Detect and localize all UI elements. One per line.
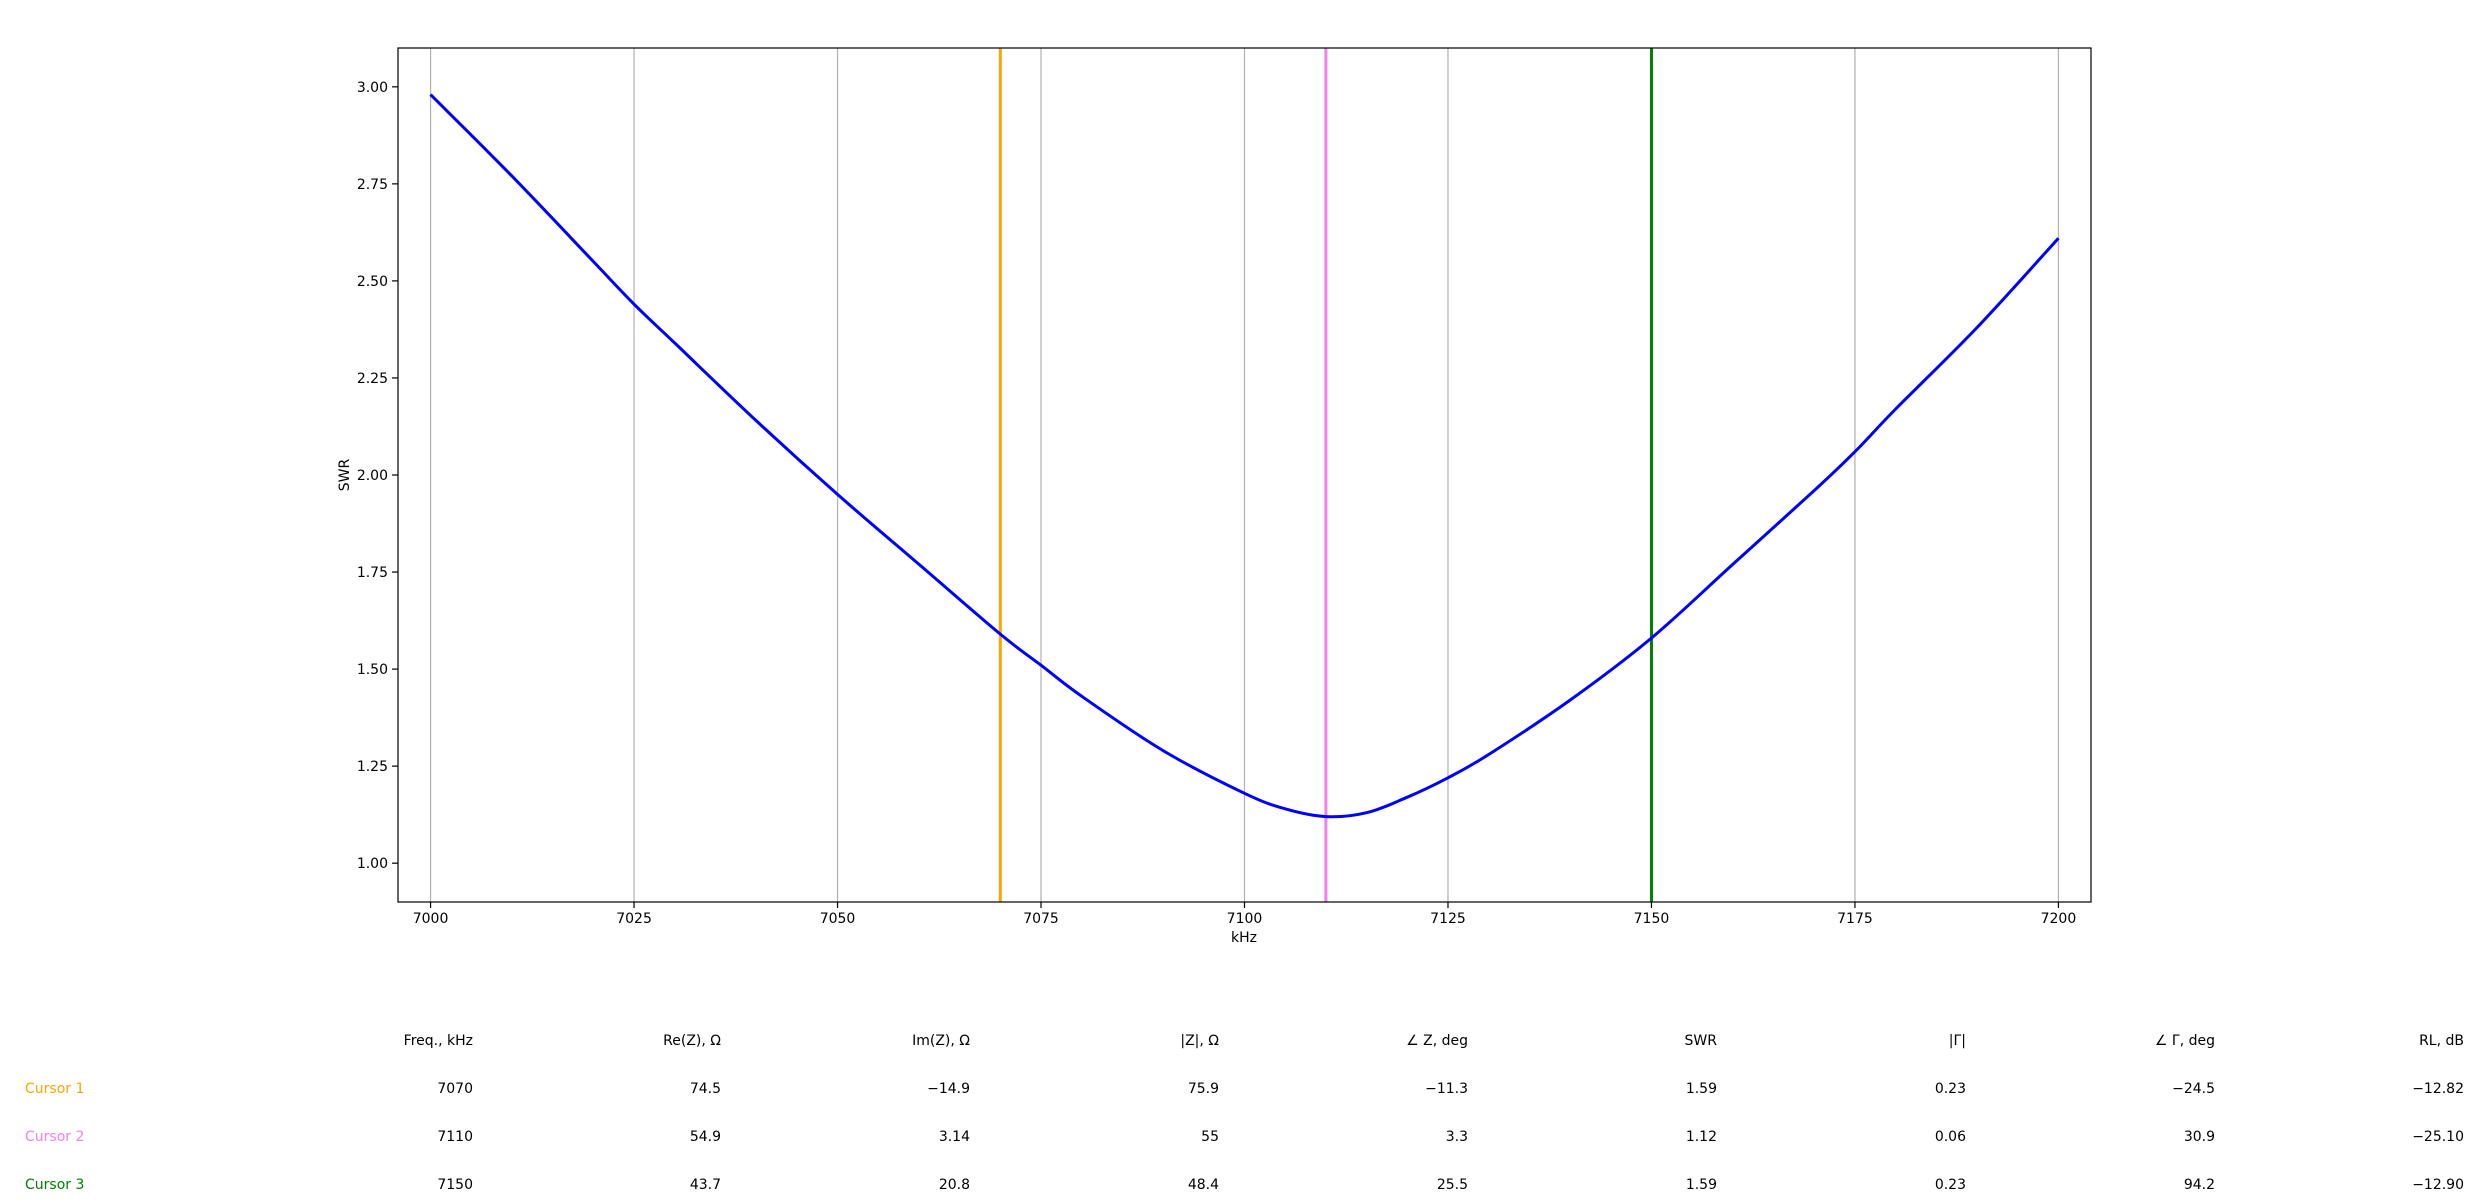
table-cell: 0.23: [1934, 1081, 1966, 1097]
table-cell: 74.5: [689, 1081, 721, 1097]
x-tick-label: 7100: [1227, 911, 1263, 927]
y-tick-label: 2.50: [357, 274, 388, 290]
y-tick-label: 1.50: [357, 662, 388, 678]
cursor-lines: [998, 48, 1653, 902]
grid-lines: [429, 48, 2060, 902]
table-cell: 94.2: [2183, 1177, 2215, 1193]
table-header: SWR: [1684, 1033, 1717, 1049]
y-tick-label: 1.25: [357, 759, 388, 775]
cursor-table: Freq., kHz Re(Z), Ω Im(Z), Ω |Z|, Ω ∠ Z, deg…: [0, 1020, 2489, 1202]
table-cell: 3.14: [938, 1129, 970, 1145]
table-header: ∠ Γ, deg: [2154, 1033, 2215, 1049]
x-axis-label: kHz: [1231, 930, 1257, 946]
table-cell: −12.82: [2412, 1081, 2464, 1097]
table-cell: 75.9: [1187, 1081, 1219, 1097]
cursor-row-label: Cursor 3: [25, 1177, 85, 1193]
table-cell: 7150: [437, 1177, 473, 1193]
y-tick-label: 2.75: [357, 177, 388, 193]
y-tick-label: 2.00: [357, 468, 388, 484]
y-tick-label: 2.25: [357, 371, 388, 387]
y-tick-label: 1.75: [357, 565, 388, 581]
table-cell: 20.8: [938, 1177, 970, 1193]
table-header: RL, dB: [2419, 1033, 2464, 1049]
table-cell: −12.90: [2412, 1177, 2464, 1193]
table-cell: 25.5: [1436, 1177, 1468, 1193]
x-tick-label: 7025: [616, 911, 652, 927]
y-axis-ticks: 1.00 1.25 1.50 1.75 2.00 2.25 2.50 2.75 3.00: [357, 80, 398, 872]
table-header: Freq., kHz: [403, 1033, 473, 1049]
table-cell: 48.4: [1187, 1177, 1219, 1193]
table-cell: 30.9: [2183, 1129, 2215, 1145]
table-cell: 0.23: [1934, 1177, 1966, 1193]
swr-line: [429, 93, 2060, 819]
x-axis-ticks: 7000 7025 7050 7075 7100 7125 7150 7175 7200: [413, 902, 2077, 927]
table-cell: 1.12: [1685, 1129, 1717, 1145]
table-cell: 1.59: [1685, 1177, 1717, 1193]
table-cell: 7070: [437, 1081, 473, 1097]
x-tick-label: 7150: [1634, 911, 1670, 927]
table-cell: 43.7: [689, 1177, 721, 1193]
swr-chart: 7000 7025 7050 7075 7100 7125 7150 7175 7200 1.0…: [337, 47, 2092, 946]
swr-series: [429, 93, 2060, 819]
x-tick-label: 7075: [1023, 911, 1059, 927]
table-cell: −11.3: [1425, 1081, 1468, 1097]
y-tick-label: 3.00: [357, 80, 388, 96]
table-header: ∠ Z, deg: [1406, 1033, 1468, 1049]
y-tick-label: 1.00: [357, 856, 388, 872]
cursor-row-label: Cursor 1: [25, 1081, 85, 1097]
table-cell: 1.59: [1685, 1081, 1717, 1097]
x-tick-label: 7125: [1430, 911, 1466, 927]
x-tick-label: 7000: [413, 911, 449, 927]
x-tick-label: 7050: [820, 911, 856, 927]
cursor-row-label: Cursor 2: [25, 1129, 85, 1145]
table-cell: 3.3: [1445, 1129, 1468, 1145]
y-axis-label: SWR: [337, 459, 353, 492]
table-header: |Z|, Ω: [1180, 1033, 1219, 1049]
x-tick-label: 7175: [1837, 911, 1873, 927]
table-cell: 7110: [437, 1129, 473, 1145]
table-header: Re(Z), Ω: [663, 1033, 721, 1049]
table-header: Im(Z), Ω: [912, 1033, 970, 1049]
table-cell: 54.9: [689, 1129, 721, 1145]
table-cell: 0.06: [1934, 1129, 1966, 1145]
table-cell: 55: [1201, 1129, 1219, 1145]
table-cell: −24.5: [2172, 1081, 2215, 1097]
x-tick-label: 7200: [2041, 911, 2077, 927]
table-cell: −25.10: [2412, 1129, 2464, 1145]
table-cell: −14.9: [927, 1081, 970, 1097]
table-header: |Γ|: [1948, 1033, 1966, 1049]
